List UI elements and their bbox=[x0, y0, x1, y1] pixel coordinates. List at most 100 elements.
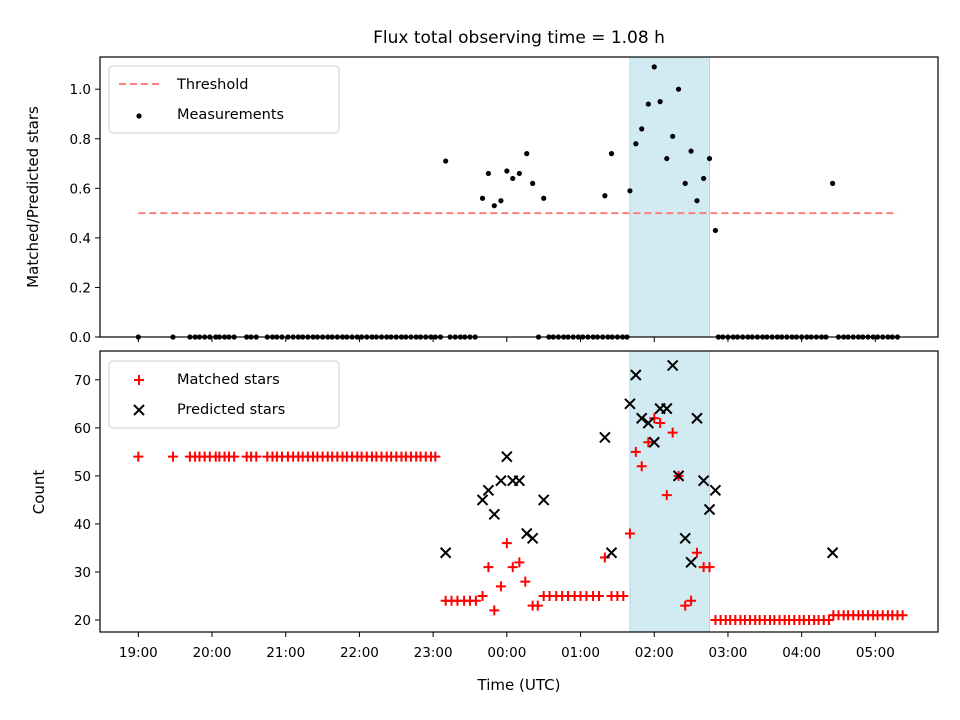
measurement-point bbox=[682, 180, 688, 186]
predicted-point bbox=[513, 474, 526, 487]
measurement-point bbox=[670, 133, 676, 139]
measurement-point bbox=[639, 126, 645, 132]
measurement-point bbox=[541, 195, 547, 201]
matched-point bbox=[167, 451, 178, 462]
matched-point bbox=[686, 595, 697, 606]
measurement-point bbox=[491, 203, 497, 209]
measurement-point bbox=[830, 180, 836, 186]
y-tick-label: 0.0 bbox=[70, 330, 91, 346]
x-tick-label: 21:00 bbox=[266, 645, 305, 661]
matched-point bbox=[532, 600, 543, 611]
measurement-point bbox=[627, 188, 633, 194]
top-shaded-region bbox=[629, 56, 711, 338]
y-tick-label: 70 bbox=[74, 373, 91, 389]
bottom-legend: Matched stars Predicted stars bbox=[108, 360, 340, 429]
predicted-point bbox=[476, 494, 489, 506]
bottom-y-ticks: 20 30 40 50 60 70 bbox=[74, 373, 100, 629]
matched-point bbox=[477, 590, 488, 601]
matched-point bbox=[593, 590, 604, 601]
x-tick-label: 04:00 bbox=[782, 645, 821, 661]
measurement-point bbox=[608, 151, 615, 157]
matched-point bbox=[643, 437, 654, 448]
matched-point bbox=[661, 490, 672, 501]
measurement-point bbox=[498, 198, 504, 204]
matched-point bbox=[649, 413, 660, 424]
matched-point bbox=[618, 590, 629, 601]
predicted-point bbox=[495, 474, 507, 487]
predicted-point bbox=[679, 532, 691, 545]
measurement-point bbox=[485, 170, 492, 177]
matched-point bbox=[636, 461, 647, 472]
legend-threshold-label: Threshold bbox=[176, 77, 248, 93]
y-tick-label: 0.4 bbox=[70, 231, 91, 247]
matched-point bbox=[501, 538, 512, 549]
measurement-point bbox=[701, 175, 707, 182]
x-tick-label: 00:00 bbox=[487, 645, 526, 661]
measurement-point bbox=[657, 99, 663, 105]
x-tick-label: 23:00 bbox=[414, 645, 453, 661]
predicted-point bbox=[482, 484, 495, 497]
top-panel: 0.0 0.2 0.4 0.6 0.8 1.0 Flux total observing … bbox=[24, 28, 939, 346]
bottom-x-axis-label: Time (UTC) bbox=[477, 676, 561, 694]
measurement-point bbox=[706, 155, 713, 162]
predicted-point bbox=[501, 450, 513, 463]
matched-point bbox=[495, 581, 506, 592]
matched-point bbox=[520, 576, 531, 587]
matched-point bbox=[823, 614, 834, 625]
top-legend: Threshold Measurements bbox=[108, 65, 340, 134]
top-y-axis-label: Matched/Predicted stars bbox=[24, 106, 42, 288]
measurement-point bbox=[675, 86, 682, 92]
measurement-point bbox=[510, 175, 516, 182]
measurement-point bbox=[651, 64, 657, 70]
x-tick-label: 03:00 bbox=[708, 645, 747, 661]
x-tick-label: 20:00 bbox=[193, 645, 232, 661]
predicted-point bbox=[691, 412, 703, 424]
predicted-point bbox=[672, 470, 685, 482]
measurement-point bbox=[443, 158, 449, 164]
predicted-point bbox=[599, 431, 611, 444]
top-axes-frame bbox=[99, 56, 939, 338]
matched-point bbox=[599, 552, 610, 563]
y-tick-label: 30 bbox=[74, 565, 91, 581]
matched-point bbox=[655, 418, 666, 429]
y-tick-label: 1.0 bbox=[70, 82, 91, 98]
measurement-point bbox=[633, 141, 639, 147]
x-tick-label: 19:00 bbox=[119, 645, 158, 661]
measurement-point bbox=[530, 180, 536, 186]
predicted-point bbox=[624, 398, 636, 410]
predicted-point bbox=[537, 494, 550, 506]
predicted-point bbox=[526, 532, 539, 545]
matched-point bbox=[251, 451, 262, 462]
predicted-point bbox=[636, 412, 648, 424]
y-tick-label: 20 bbox=[74, 613, 91, 629]
measurement-point bbox=[645, 101, 651, 107]
bottom-legend-frame bbox=[108, 360, 340, 429]
matched-point bbox=[507, 562, 518, 573]
y-tick-label: 0.2 bbox=[70, 280, 91, 296]
predicted-point bbox=[666, 359, 679, 372]
matched-point bbox=[691, 547, 702, 558]
matched-point bbox=[624, 528, 635, 539]
matched-point bbox=[483, 562, 494, 573]
legend-predicted-swatch bbox=[133, 404, 145, 416]
matched-point bbox=[489, 605, 500, 616]
y-tick-label: 60 bbox=[74, 421, 91, 437]
legend-matched-swatch bbox=[134, 375, 144, 385]
predicted-point bbox=[685, 556, 697, 569]
y-tick-label: 0.6 bbox=[70, 181, 91, 197]
matched-point bbox=[229, 451, 240, 462]
bottom-y-axis-label: Count bbox=[30, 470, 48, 515]
bottom-shaded-region bbox=[629, 350, 711, 633]
legend-measurement-swatch bbox=[136, 113, 142, 119]
matched-point bbox=[630, 446, 641, 457]
measurement-point bbox=[504, 168, 510, 174]
predicted-point bbox=[630, 369, 642, 381]
y-tick-label: 0.8 bbox=[70, 132, 91, 148]
top-x-ticks bbox=[137, 337, 876, 342]
measurement-point bbox=[524, 151, 530, 157]
predicted-point bbox=[826, 547, 839, 559]
y-tick-label: 50 bbox=[74, 469, 91, 485]
measurement-point bbox=[479, 195, 486, 201]
bottom-panel: 20 30 40 50 60 70 19:00 20:00 21:00 22:00 23:00 00… bbox=[30, 350, 939, 694]
